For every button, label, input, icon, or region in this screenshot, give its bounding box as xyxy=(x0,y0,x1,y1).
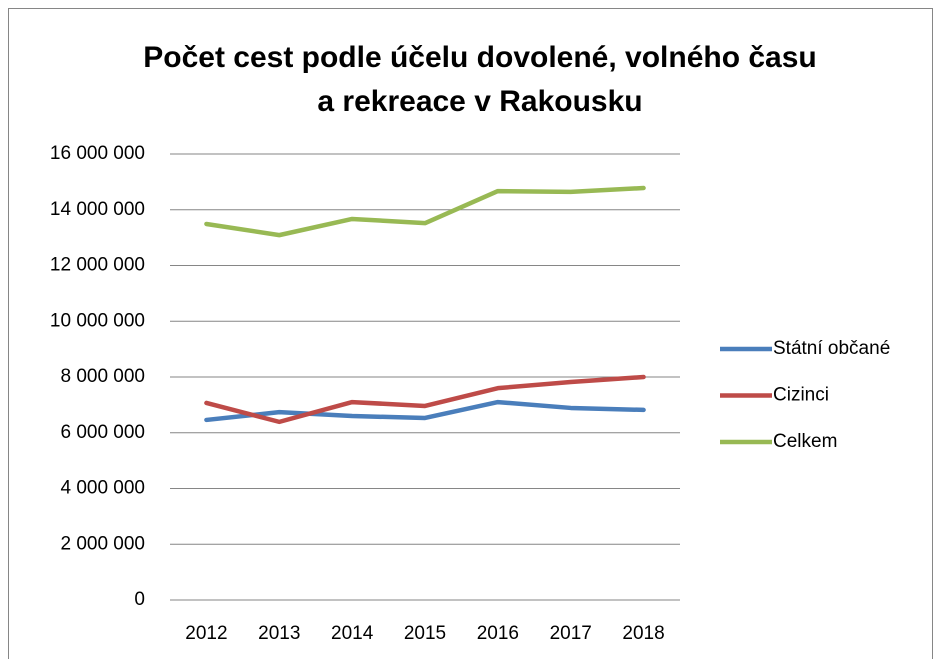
y-tick-label: 14 000 000 xyxy=(50,199,145,220)
chart-frame xyxy=(8,8,933,659)
x-tick-label: 2013 xyxy=(258,623,300,644)
y-tick-label: 4 000 000 xyxy=(60,478,145,499)
x-tick-label: 2017 xyxy=(550,623,592,644)
x-tick-label: 2015 xyxy=(404,623,446,644)
chart-title: Počet cest podle účelu dovolené, volného… xyxy=(143,41,817,74)
series-line xyxy=(204,185,646,238)
x-tick-label: 2016 xyxy=(477,623,519,644)
x-tick-label: 2014 xyxy=(331,623,374,644)
y-tick-label: 8 000 000 xyxy=(60,366,145,387)
y-tick-label: 10 000 000 xyxy=(50,310,145,331)
x-tick-label: 2018 xyxy=(622,623,664,644)
series-line xyxy=(204,374,646,425)
chart-title: a rekreace v Rakousku xyxy=(317,85,642,118)
y-tick-label: 6 000 000 xyxy=(60,422,145,443)
series-line xyxy=(204,399,646,423)
y-tick-label: 12 000 000 xyxy=(50,255,145,276)
y-tick-label: 2 000 000 xyxy=(60,533,145,554)
y-tick-label: 16 000 000 xyxy=(50,143,145,164)
legend-label: Státní občané xyxy=(773,338,890,359)
y-tick-label: 0 xyxy=(134,589,145,610)
legend-label: Cizinci xyxy=(773,385,829,406)
x-tick-label: 2012 xyxy=(185,623,227,644)
legend-label: Celkem xyxy=(773,431,837,452)
